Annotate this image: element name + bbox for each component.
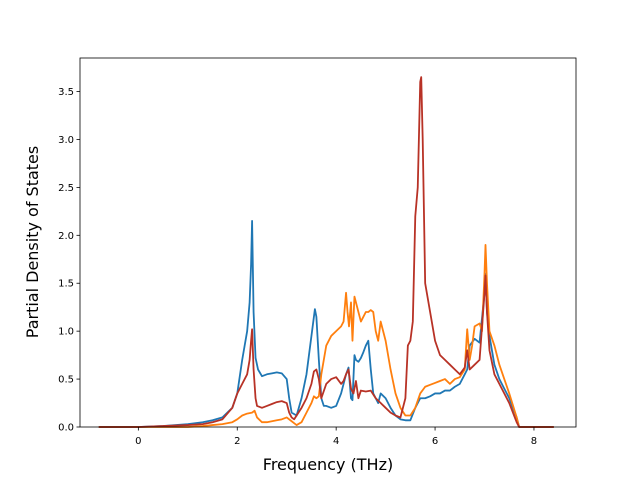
y-tick-label: 2.0 (58, 231, 74, 242)
x-axis-ticks: 0 2 4 6 8 (135, 427, 537, 447)
x-tick-label: 8 (531, 436, 537, 447)
series-line-3 (98, 76, 554, 428)
y-tick-label: 0.0 (58, 423, 74, 434)
x-tick-label: 0 (135, 436, 141, 447)
y-tick-label: 0.5 (58, 375, 74, 386)
x-axis-label: Frequency (THz) (263, 455, 393, 474)
series-line-1 (98, 220, 554, 428)
y-tick-label: 1.5 (58, 279, 74, 290)
x-tick-label: 4 (333, 436, 339, 447)
y-tick-label: 3.5 (58, 87, 74, 98)
series-line-2 (98, 243, 554, 428)
y-tick-label: 2.5 (58, 183, 74, 194)
x-tick-label: 2 (234, 436, 240, 447)
y-tick-label: 1.0 (58, 327, 74, 338)
y-tick-label: 3.0 (58, 135, 74, 146)
x-tick-label: 6 (432, 436, 438, 447)
y-axis-ticks: 0.0 0.5 1.0 1.5 2.0 2.5 3.0 3.5 (58, 87, 80, 434)
plot-frame (79, 57, 577, 428)
y-axis-label: Partial Density of States (23, 146, 42, 338)
plot-lines (98, 76, 554, 428)
